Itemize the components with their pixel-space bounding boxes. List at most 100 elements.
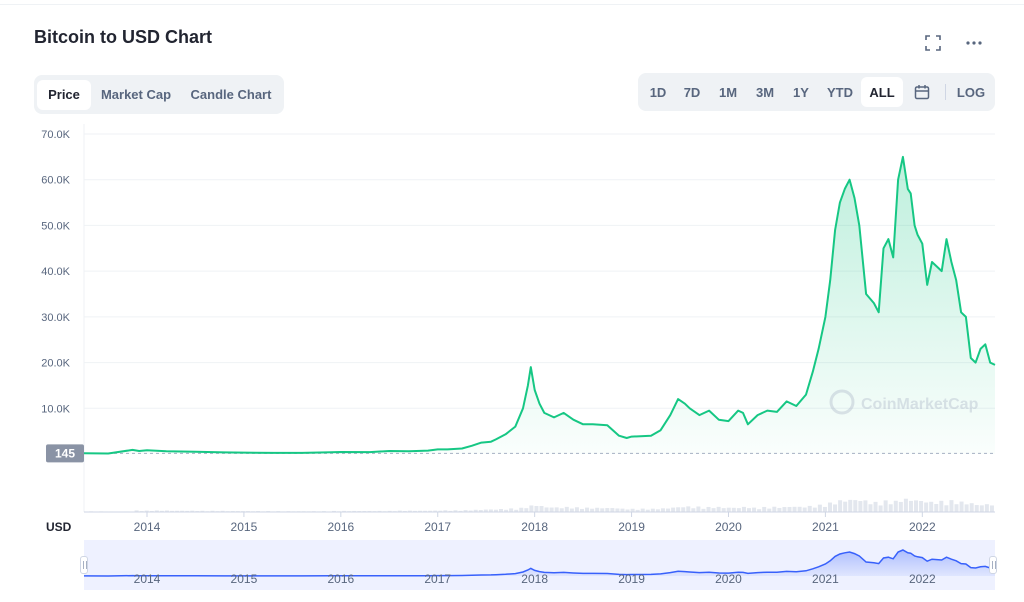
volume-bar: [428, 510, 433, 512]
volume-bar: [726, 507, 731, 512]
volume-bar: [438, 510, 443, 512]
volume-bar: [625, 509, 630, 512]
y-axis: 70.0K 60.0K 50.0K 40.0K 30.0K 20.0K 10.0K: [41, 129, 70, 415]
volume-bar: [397, 510, 402, 512]
navigator-area: [84, 550, 995, 576]
volume-bar: [681, 507, 686, 512]
calendar-icon: [914, 85, 930, 100]
navigator-line: [83, 549, 996, 577]
volume-bar: [600, 508, 605, 512]
navigator-tick-label: 2014: [134, 572, 161, 586]
x-axis: 2014 2015 2016 2017 2018 2019 2020 2021 2022: [134, 512, 936, 534]
range-1d[interactable]: 1D: [649, 84, 667, 100]
volume-bar: [574, 507, 579, 512]
volume-bar: [843, 501, 848, 512]
tab-market-cap[interactable]: Market Cap: [100, 87, 172, 102]
volume-bar: [514, 509, 519, 512]
price-area-fill: [84, 156, 995, 454]
volume-bar: [418, 510, 423, 512]
calendar-button[interactable]: [903, 77, 941, 107]
volume-bar: [504, 509, 509, 512]
chart-view-tabs: Price Market Cap Candle Chart: [34, 75, 284, 114]
x-tick-label: 2014: [134, 520, 161, 534]
volume-bar: [170, 510, 175, 512]
volume-bar: [964, 504, 969, 512]
volume-bar: [610, 508, 615, 512]
x-tick-label: 2022: [909, 520, 936, 534]
y-tick-label: 70.0K: [41, 129, 70, 141]
tab-price[interactable]: Price: [37, 79, 91, 110]
volume-bar: [792, 506, 797, 512]
volume-bar: [939, 500, 944, 512]
volume-bar: [650, 508, 655, 512]
range-all[interactable]: ALL: [861, 77, 903, 107]
top-divider: [0, 4, 1024, 5]
volume-bar: [412, 510, 417, 512]
tab-candle-chart[interactable]: Candle Chart: [190, 87, 272, 102]
volume-bar: [640, 508, 645, 512]
volume-bar: [721, 508, 726, 512]
volume-bar: [433, 510, 438, 512]
volume-bar: [752, 507, 757, 512]
navigator-right-handle[interactable]: [989, 556, 997, 574]
x-tick-label: 2020: [715, 520, 742, 534]
volume-bar: [569, 508, 574, 512]
volume-bar: [838, 500, 843, 512]
volume-bar: [888, 504, 893, 512]
volume-bar: [539, 506, 544, 512]
volume-bar: [660, 508, 665, 512]
fullscreen-icon: [925, 35, 941, 51]
more-icon: [966, 41, 982, 45]
volume-bar: [762, 506, 767, 512]
volume-bar: [443, 510, 448, 512]
volume-bar: [448, 510, 453, 512]
y-tick-label: 50.0K: [41, 220, 70, 232]
volume-bar: [549, 507, 554, 512]
range-3m[interactable]: 3M: [755, 84, 775, 100]
volume-bar: [154, 510, 159, 512]
volume-bar: [767, 508, 772, 512]
volume-bar: [473, 509, 478, 512]
range-1y[interactable]: 1Y: [793, 84, 809, 100]
volume-bar: [868, 504, 873, 512]
start-value-badge: 145: [46, 444, 84, 463]
volume-bar: [605, 508, 610, 512]
volume-bar: [630, 508, 635, 512]
volume-bar: [848, 499, 853, 512]
navigator-tick-label: 2017: [424, 572, 451, 586]
navigator-left-handle[interactable]: [80, 556, 88, 574]
x-tick-label: 2018: [521, 520, 548, 534]
volume-bar: [367, 510, 372, 512]
volume-bar: [787, 506, 792, 512]
volume-bar: [331, 510, 336, 512]
log-scale-toggle[interactable]: LOG: [956, 84, 986, 100]
volume-bar: [772, 506, 777, 512]
volume-bar: [377, 510, 382, 512]
volume-bar: [590, 508, 595, 512]
volume-bar: [817, 504, 822, 512]
volume-bar: [220, 510, 225, 512]
volume-bar: [812, 507, 817, 512]
more-options-button[interactable]: [963, 32, 985, 54]
x-tick-label: 2015: [231, 520, 258, 534]
volume-bar: [807, 505, 812, 512]
range-separator: [945, 84, 946, 100]
volume-bar: [883, 500, 888, 512]
range-7d[interactable]: 7D: [683, 84, 701, 100]
volume-bar: [493, 509, 498, 512]
start-value-badge-bg: [46, 444, 84, 463]
volume-bar: [585, 507, 590, 512]
fullscreen-button[interactable]: [922, 32, 944, 54]
volume-bar: [701, 508, 706, 512]
volume-bar: [615, 508, 620, 512]
time-range-selector: 1D 7D 1M 3M 1Y YTD ALL LOG: [638, 73, 995, 111]
volume-bar: [544, 507, 549, 512]
navigator-tick-label: 2020: [715, 572, 742, 586]
volume-bar: [164, 510, 169, 512]
range-ytd[interactable]: YTD: [827, 84, 853, 100]
range-1m[interactable]: 1M: [718, 84, 738, 100]
volume-bar: [175, 510, 180, 512]
volume-bar: [159, 510, 164, 512]
volume-bar: [478, 510, 483, 512]
